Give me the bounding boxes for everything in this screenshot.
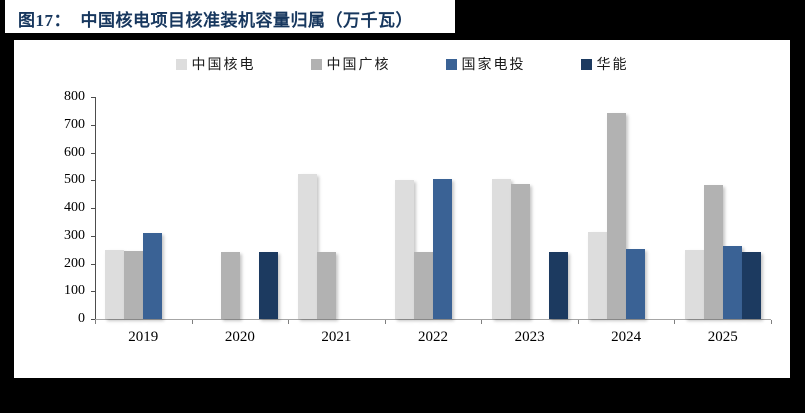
y-axis-tick bbox=[91, 180, 95, 182]
x-axis-tick bbox=[95, 320, 96, 324]
bar-中国广核-2020 bbox=[220, 251, 240, 319]
legend-swatch-icon bbox=[445, 58, 457, 70]
legend-swatch-icon bbox=[175, 58, 187, 70]
y-axis-tick bbox=[91, 208, 95, 209]
chart-legend: 中国核电 中国广核 国家电投 华能 bbox=[14, 54, 790, 74]
x-axis-label: 2024 bbox=[611, 329, 642, 345]
y-tick-label: 200 bbox=[64, 255, 85, 271]
x-axis-tick bbox=[288, 320, 290, 324]
y-tick-label: 0 bbox=[78, 311, 85, 326]
y-tick-label: 100 bbox=[64, 283, 85, 299]
y-axis bbox=[95, 97, 96, 320]
x-axis-label: 2019 bbox=[128, 329, 159, 345]
x-axis-tick bbox=[384, 320, 386, 324]
x-axis-tick bbox=[481, 320, 483, 324]
bar-华能-2020 bbox=[258, 252, 278, 319]
bar-中国核电-2023 bbox=[491, 179, 511, 319]
legend-label: 中国广核 bbox=[326, 58, 391, 73]
legend-swatch-icon bbox=[310, 58, 322, 70]
bar-中国核电-2025 bbox=[684, 250, 704, 319]
y-tick-label: 600 bbox=[64, 144, 85, 160]
y-tick-label: 700 bbox=[64, 116, 85, 132]
chart-panel: 中国核电 中国广核 国家电投 华能 0 100 200 300 400 500 600 700 800… bbox=[14, 40, 790, 378]
y-tick-label: 300 bbox=[64, 227, 85, 243]
chart-plot-area: 0 100 200 300 400 500 600 700 800 2019 2020 2021 202… bbox=[14, 40, 790, 378]
bar-中国广核-2021 bbox=[317, 251, 337, 319]
legend-swatch-icon bbox=[580, 58, 592, 70]
legend-label: 华能 bbox=[596, 58, 629, 73]
bar-华能-2025 bbox=[741, 251, 761, 319]
x-axis-tick bbox=[191, 320, 193, 324]
bar-华能-2023 bbox=[548, 252, 568, 319]
x-axis-label: 2025 bbox=[707, 329, 738, 345]
figure-title: 图17： 中国核电项目核准装机容量归属（万千瓦） bbox=[18, 11, 413, 30]
y-tick-label: 500 bbox=[64, 172, 85, 188]
bar-中国广核-2019 bbox=[124, 251, 144, 319]
bar-国家电投-2019 bbox=[143, 233, 163, 319]
bar-中国广核-2022 bbox=[413, 251, 433, 319]
legend-label: 中国核电 bbox=[191, 58, 256, 73]
bar-中国核电-2019 bbox=[105, 250, 125, 319]
x-axis-tick bbox=[770, 320, 772, 324]
x-axis-label: 2023 bbox=[514, 329, 545, 345]
y-axis-tick bbox=[91, 235, 95, 237]
y-axis-tick bbox=[91, 97, 95, 98]
y-axis-tick bbox=[91, 291, 95, 293]
legend-item: 华能 bbox=[580, 54, 629, 74]
legend-item: 国家电投 bbox=[445, 54, 526, 74]
bar-中国核电-2022 bbox=[394, 179, 414, 319]
figure-title-bar: 图17： 中国核电项目核准装机容量归属（万千瓦） bbox=[5, 0, 455, 33]
bar-国家电投-2022 bbox=[432, 178, 452, 319]
y-axis-tick bbox=[91, 319, 95, 320]
x-axis-tick bbox=[577, 320, 579, 324]
bar-中国广核-2025 bbox=[703, 185, 723, 319]
legend-item: 中国核电 bbox=[175, 54, 256, 74]
bar-中国广核-2024 bbox=[607, 113, 627, 319]
bar-中国核电-2024 bbox=[588, 232, 608, 319]
bar-中国核电-2021 bbox=[298, 173, 318, 319]
x-axis-label: 2020 bbox=[224, 329, 255, 345]
x-axis-label: 2021 bbox=[321, 329, 352, 345]
y-axis-tick bbox=[91, 152, 95, 154]
x-axis bbox=[95, 319, 771, 320]
x-axis-tick bbox=[674, 320, 676, 324]
y-tick-label: 400 bbox=[64, 200, 85, 215]
bar-国家电投-2024 bbox=[626, 248, 646, 319]
bar-国家电投-2025 bbox=[722, 246, 742, 319]
y-axis-tick bbox=[91, 263, 95, 265]
legend-item: 中国广核 bbox=[310, 54, 391, 74]
bar-中国广核-2023 bbox=[510, 184, 530, 319]
y-axis-tick bbox=[91, 124, 95, 126]
legend-label: 国家电投 bbox=[461, 58, 526, 73]
y-tick-label: 800 bbox=[64, 89, 85, 104]
x-axis-label: 2022 bbox=[417, 329, 448, 345]
